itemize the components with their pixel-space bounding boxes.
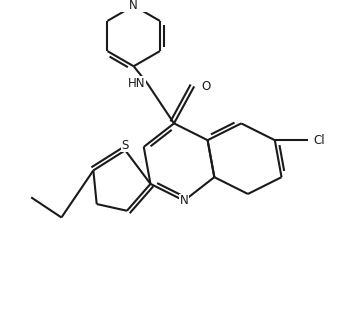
Text: N: N [180, 194, 189, 207]
Text: HN: HN [128, 77, 145, 90]
Text: N: N [129, 0, 138, 12]
Text: S: S [121, 139, 129, 152]
Text: O: O [201, 80, 210, 93]
Text: Cl: Cl [314, 134, 325, 147]
